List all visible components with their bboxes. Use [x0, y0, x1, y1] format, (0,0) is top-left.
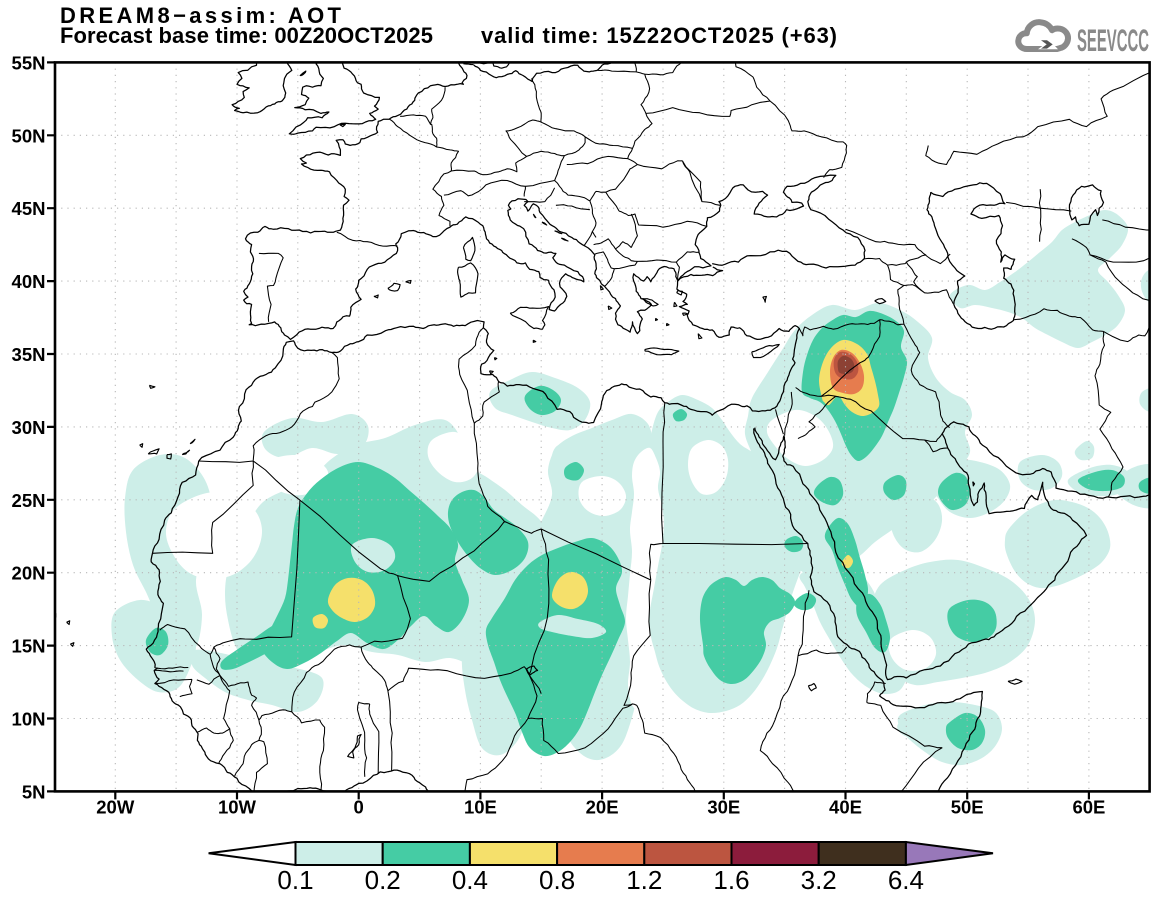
- svg-text:3.2: 3.2: [801, 865, 837, 895]
- svg-text:1.2: 1.2: [626, 865, 662, 895]
- svg-text:45N: 45N: [12, 198, 46, 219]
- svg-text:40N: 40N: [12, 271, 46, 292]
- svg-text:25N: 25N: [12, 490, 46, 511]
- svg-text:10W: 10W: [218, 796, 257, 817]
- svg-text:Forecast base time: 00Z20OCT20: Forecast base time: 00Z20OCT2025: [60, 23, 433, 48]
- svg-text:SEEVCCC: SEEVCCC: [1077, 22, 1149, 58]
- svg-text:0: 0: [354, 796, 364, 817]
- svg-text:35N: 35N: [12, 344, 46, 365]
- svg-text:50N: 50N: [12, 125, 46, 146]
- svg-text:15N: 15N: [12, 636, 46, 657]
- svg-text:valid time: 15Z22OCT2025 (+63): valid time: 15Z22OCT2025 (+63): [481, 23, 837, 48]
- svg-text:50E: 50E: [951, 796, 984, 817]
- svg-text:30E: 30E: [707, 796, 740, 817]
- svg-text:20N: 20N: [12, 563, 46, 584]
- svg-text:0.2: 0.2: [365, 865, 401, 895]
- svg-text:10E: 10E: [464, 796, 497, 817]
- svg-text:0.4: 0.4: [452, 865, 488, 895]
- svg-text:5N: 5N: [22, 781, 46, 802]
- svg-text:20W: 20W: [96, 796, 135, 817]
- svg-text:1.6: 1.6: [713, 865, 749, 895]
- svg-text:30N: 30N: [12, 417, 46, 438]
- svg-text:0.8: 0.8: [539, 865, 575, 895]
- svg-text:DREAM8−assim: AOT: DREAM8−assim: AOT: [60, 3, 342, 28]
- svg-text:20E: 20E: [586, 796, 619, 817]
- svg-text:55N: 55N: [12, 52, 46, 73]
- svg-text:6.4: 6.4: [888, 865, 924, 895]
- svg-text:10N: 10N: [12, 709, 46, 730]
- svg-text:60E: 60E: [1072, 796, 1105, 817]
- svg-text:0.1: 0.1: [277, 865, 313, 895]
- svg-text:40E: 40E: [829, 796, 862, 817]
